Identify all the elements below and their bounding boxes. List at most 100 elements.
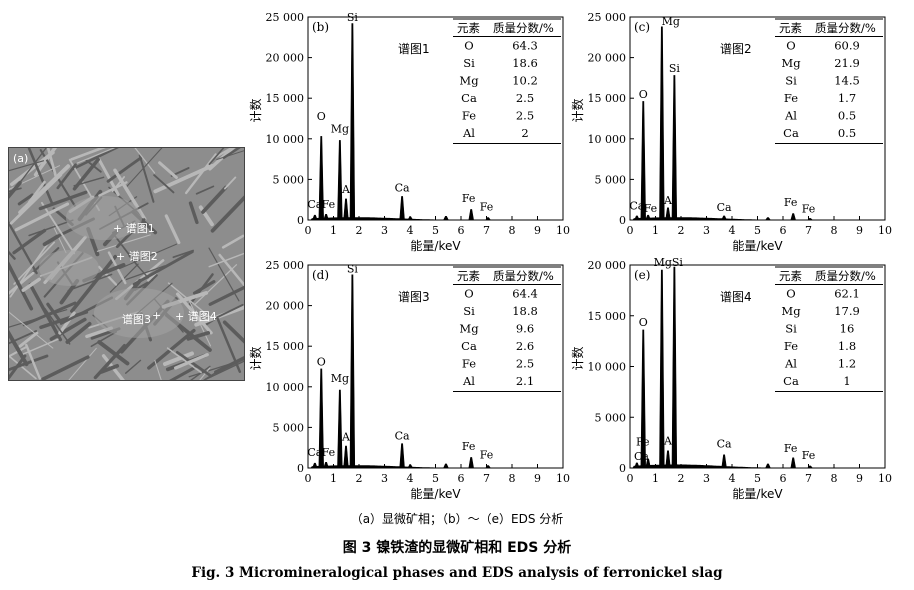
table-header-element: 元素 <box>779 269 802 283</box>
x-axis-label: 能量/keV <box>410 239 461 253</box>
crystal-needle <box>9 221 38 275</box>
spot-label-4: 谱图4 <box>187 310 217 323</box>
crystal-needle <box>9 271 35 295</box>
crystal-needle <box>67 273 113 292</box>
figure-subcaption: （a）显微矿相；（b）～（e）EDS 分析 <box>350 512 564 526</box>
x-tick-label: 2 <box>356 472 363 485</box>
crystal-needle <box>9 311 54 349</box>
crystal-needle <box>9 346 27 358</box>
crystal-needle <box>125 265 166 281</box>
x-tick-label: 6 <box>780 472 787 485</box>
table-cell-value: 18.6 <box>512 56 538 70</box>
spectrum-peak-fe <box>790 213 796 221</box>
composition-table: 元素 质量分数/% O 64.3 Si 18.6 Mg 10.2 Ca 2.5 Fe 2.5 Al 2 <box>453 18 561 144</box>
peak-label: MgSi <box>654 256 684 269</box>
panel-label: (e) <box>634 268 650 282</box>
crystal-needle <box>154 359 162 380</box>
x-tick-label: 5 <box>432 472 439 485</box>
crystal-needle <box>166 347 202 374</box>
table-cell-element: Ca <box>783 126 799 140</box>
table-cell-element: Fe <box>462 357 476 371</box>
x-tick-label: 5 <box>754 224 761 237</box>
crystal-needle <box>9 329 29 367</box>
peak-label: Mg <box>662 15 680 28</box>
spectrum-peak-c <box>634 215 640 221</box>
crystal-needle <box>174 353 209 370</box>
table-cell-value: 14.5 <box>834 74 860 88</box>
table-cell-element: Si <box>463 304 475 318</box>
y-axis-label: 计数 <box>248 98 263 122</box>
crystal-needle <box>132 250 194 286</box>
spot-marker-3: + <box>152 309 162 322</box>
spectrum-peak-fe <box>645 214 651 221</box>
table-cell-value: 17.9 <box>834 304 860 318</box>
x-axis-label: 能量/keV <box>732 239 783 253</box>
crystal-needle <box>164 214 181 245</box>
x-tick-label: 10 <box>878 472 892 485</box>
crystal-needle <box>186 331 211 341</box>
table-header-fraction: 质量分数/% <box>493 21 554 35</box>
spectrum-chart-b: 0 5 000 10 000 15 000 20 000 25 000 0 1 2 3 4 5 6 7 8 9… <box>248 11 570 253</box>
peak-label: A <box>341 430 351 443</box>
spectrum-background <box>310 465 563 468</box>
spectrum-panel-e: 0 5 000 10 000 15 000 20 000 0 1 2 3 4 5 6 7 8 9 10 能量/k… <box>570 253 912 501</box>
crystal-needle <box>52 225 67 254</box>
crystal-needle <box>41 355 90 380</box>
table-cell-value: 62.1 <box>834 287 860 301</box>
spot-marker-4: + 谱图4 <box>175 310 217 323</box>
crystal-needle <box>71 148 119 171</box>
composition-table: 元素 质量分数/% O 64.4 Si 18.8 Mg 9.6 Ca 2.6 Fe 2.5 Al 2.1 <box>453 266 561 392</box>
crystal-needle <box>28 282 63 342</box>
x-tick-label: 10 <box>878 224 892 237</box>
peak-label: Fe <box>322 446 336 459</box>
x-tick-label: 2 <box>356 224 363 237</box>
table-cell-element: Ca <box>783 374 799 388</box>
x-tick-label: 4 <box>407 472 414 485</box>
y-tick-label: 20 000 <box>266 52 305 65</box>
x-tick-label: 9 <box>856 224 863 237</box>
peak-label: Fe <box>784 196 798 209</box>
crystal-needle <box>73 176 105 187</box>
crystal-needle <box>222 320 244 344</box>
y-tick-label: 0 <box>297 214 304 227</box>
spot-label-2: 谱图2 <box>128 250 158 263</box>
crystal-needle <box>18 164 71 215</box>
crystal-needle <box>124 359 142 374</box>
panel-label: (b) <box>312 20 329 34</box>
x-tick-label: 7 <box>805 472 812 485</box>
crystal-needle <box>22 301 77 327</box>
peak-label: Ca <box>717 438 732 451</box>
crystal-needle <box>147 328 196 370</box>
spectrum-peak-si <box>671 75 678 221</box>
spectrum-peak-minor <box>765 463 771 469</box>
table-cell-element: Al <box>784 357 797 371</box>
x-tick-label: 6 <box>458 224 465 237</box>
spectrum-peak-c <box>312 214 318 221</box>
table-cell-element: Mg <box>459 74 479 88</box>
panel-label-a: (a) <box>13 152 29 165</box>
crystal-needle <box>153 174 175 194</box>
peak-label: O <box>639 316 648 329</box>
crystal-needle <box>169 365 197 380</box>
crystal-needle <box>14 202 70 232</box>
spectrum-peak-fe <box>485 465 492 469</box>
spot-label-3: 谱图3 <box>122 313 151 326</box>
crystal-needle <box>27 148 54 205</box>
x-tick-label: 4 <box>729 224 736 237</box>
crystal-needle <box>9 250 16 260</box>
crystal-needle <box>204 365 228 380</box>
crystal-needle <box>195 185 215 195</box>
spectrum-peak-si <box>671 266 678 469</box>
table-cell-element: Fe <box>462 109 476 123</box>
table-cell-value: 10.2 <box>512 74 538 88</box>
y-tick-label: 5 000 <box>595 411 627 424</box>
peak-label: Fe <box>784 442 798 455</box>
spectrum-peak-c <box>634 462 640 469</box>
spectrum-panel-d: 0 5 000 10 000 15 000 20 000 25 000 0 1 2 3 4 5 6 7 8 9… <box>248 253 590 501</box>
crystal-needle <box>99 363 120 374</box>
x-tick-label: 8 <box>831 472 838 485</box>
crystal-needle <box>208 285 244 306</box>
crystal-needle <box>222 148 241 159</box>
spectrum-chart-d: 0 5 000 10 000 15 000 20 000 25 000 0 1 2 3 4 5 6 7 8 9… <box>248 259 570 501</box>
